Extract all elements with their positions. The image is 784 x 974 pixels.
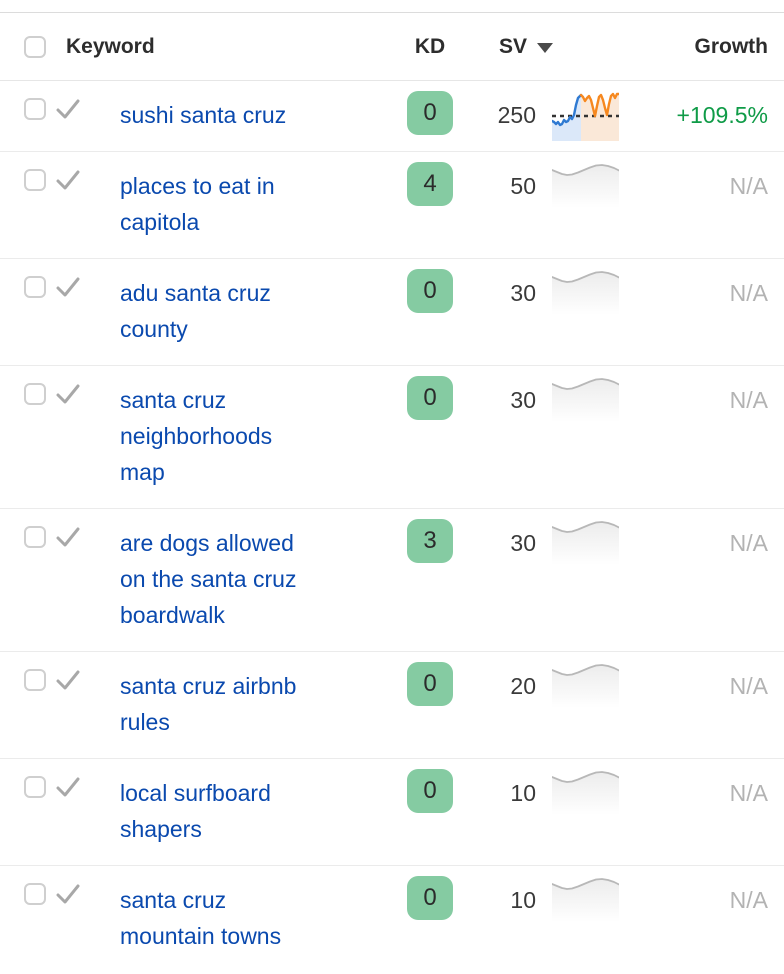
sv-value: 30 xyxy=(510,387,536,413)
sv-value: 250 xyxy=(497,102,536,128)
column-header-growth[interactable]: Growth xyxy=(619,13,784,80)
trend-sparkline xyxy=(551,519,620,570)
growth-header-label: Growth xyxy=(694,34,769,58)
growth-value: N/A xyxy=(729,387,768,413)
kd-header-label: KD xyxy=(414,34,446,58)
trend-sparkline xyxy=(550,91,621,146)
row-checkbox[interactable] xyxy=(24,669,46,691)
added-checkmark-icon xyxy=(56,670,80,690)
keyword-link[interactable]: santa cruz airbnb rules xyxy=(120,673,297,735)
table-header-row: Keyword KD SV Growth xyxy=(0,13,784,81)
growth-value: N/A xyxy=(729,530,768,556)
trend-sparkline xyxy=(551,769,620,820)
added-checkmark-icon xyxy=(56,884,80,904)
added-checkmark-icon xyxy=(56,777,80,797)
kd-badge: 0 xyxy=(407,91,453,135)
table-row: adu santa cruz county 0 30 N/A xyxy=(0,259,784,366)
growth-value: N/A xyxy=(729,673,768,699)
keyword-link[interactable]: places to eat in capitola xyxy=(120,173,275,235)
trend-sparkline xyxy=(551,376,620,427)
row-checkbox[interactable] xyxy=(24,776,46,798)
kd-badge: 0 xyxy=(407,769,453,813)
trend-sparkline xyxy=(551,162,620,213)
row-checkbox[interactable] xyxy=(24,883,46,905)
table-row: are dogs allowed on the santa cruz board… xyxy=(0,509,784,652)
kd-badge: 4 xyxy=(407,162,453,206)
keyword-link[interactable]: sushi santa cruz xyxy=(120,102,287,128)
select-all-checkbox[interactable] xyxy=(24,35,46,58)
row-checkbox[interactable] xyxy=(24,276,46,298)
growth-value: N/A xyxy=(729,887,768,913)
table-row: santa cruz airbnb rules 0 20 N/A xyxy=(0,652,784,759)
keyword-link[interactable]: local surfboard shapers xyxy=(120,780,271,842)
added-checkmark-icon xyxy=(56,170,80,190)
added-checkmark-icon xyxy=(56,99,80,119)
kd-badge: 0 xyxy=(407,376,453,420)
kd-badge: 3 xyxy=(407,519,453,563)
sv-header-label: SV xyxy=(499,34,528,58)
keyword-link[interactable]: adu santa cruz county xyxy=(120,280,271,342)
row-checkbox[interactable] xyxy=(24,98,46,120)
caret-down-icon xyxy=(537,43,554,53)
keyword-table: Keyword KD SV Growth sushi santa cruz 0 … xyxy=(0,12,784,972)
table-row: local surfboard shapers 0 10 N/A xyxy=(0,759,784,866)
table-row: sushi santa cruz 0 250 +109.5% xyxy=(0,81,784,152)
sv-value: 10 xyxy=(510,780,536,806)
sv-value: 30 xyxy=(510,280,536,306)
row-checkbox[interactable] xyxy=(24,526,46,548)
sv-value: 10 xyxy=(510,887,536,913)
sv-value: 30 xyxy=(510,530,536,556)
trend-sparkline xyxy=(551,269,620,320)
kd-badge: 0 xyxy=(407,269,453,313)
kd-badge: 0 xyxy=(407,662,453,706)
added-checkmark-icon xyxy=(56,384,80,404)
column-header-keyword[interactable]: Keyword xyxy=(46,13,380,80)
keyword-link[interactable]: are dogs allowed on the santa cruz board… xyxy=(120,530,297,628)
keyword-link[interactable]: santa cruz mountain towns xyxy=(120,887,282,949)
row-checkbox[interactable] xyxy=(24,383,46,405)
growth-value: N/A xyxy=(729,280,768,306)
trend-sparkline xyxy=(551,662,620,713)
kd-badge: 0 xyxy=(407,876,453,920)
row-checkbox[interactable] xyxy=(24,169,46,191)
table-row: places to eat in capitola 4 50 N/A xyxy=(0,152,784,259)
growth-value: N/A xyxy=(729,173,768,199)
added-checkmark-icon xyxy=(56,527,80,547)
table-row: santa cruz neighborhoods map 0 30 N/A xyxy=(0,366,784,509)
growth-value: N/A xyxy=(729,780,768,806)
keyword-link[interactable]: santa cruz neighborhoods map xyxy=(120,387,273,485)
added-checkmark-icon xyxy=(56,277,80,297)
keyword-header-label: Keyword xyxy=(66,34,155,58)
growth-value: +109.5% xyxy=(676,102,768,128)
sv-value: 20 xyxy=(510,673,536,699)
sv-value: 50 xyxy=(510,173,536,199)
column-header-sv[interactable]: SV xyxy=(480,13,619,80)
column-header-kd[interactable]: KD xyxy=(380,13,480,80)
table-row: santa cruz mountain towns 0 10 N/A xyxy=(0,866,784,972)
trend-sparkline xyxy=(551,876,620,927)
